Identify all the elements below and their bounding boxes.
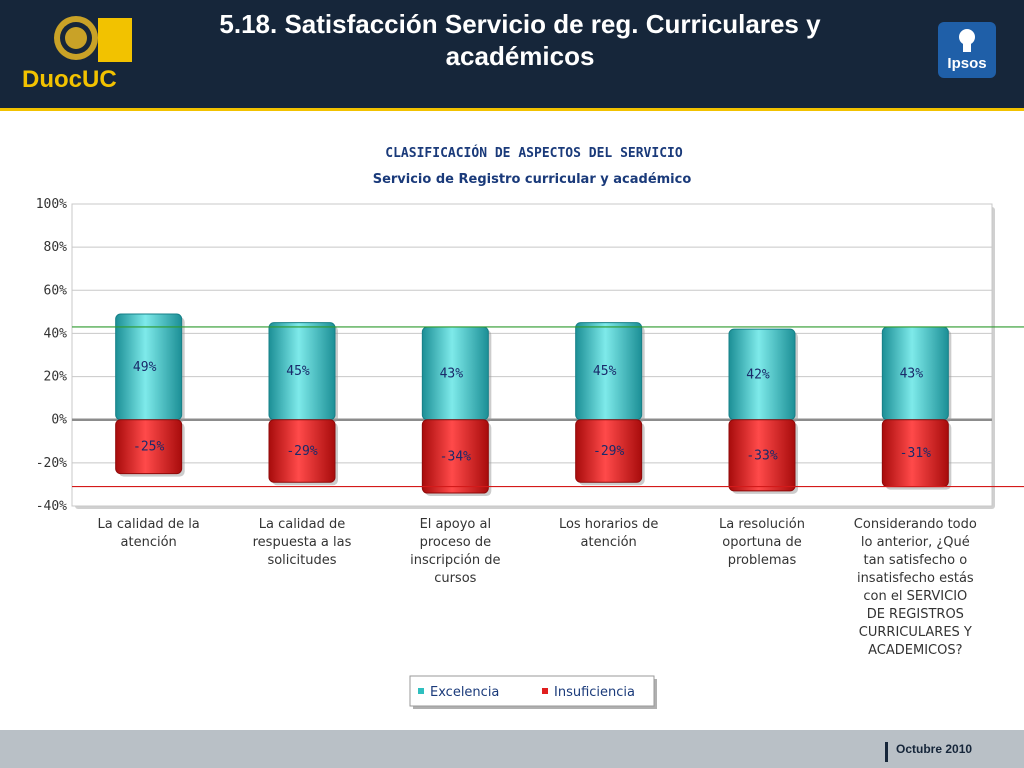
category-label-line: respuesta a las xyxy=(253,535,352,550)
category-label-line: ACADEMICOS? xyxy=(868,643,962,658)
insuficiencia-bar xyxy=(115,419,183,475)
category-label: La calidad de respuesta a las solicitudes xyxy=(253,517,352,568)
page-title-line-1: 5.18. Satisfacción Servicio de reg. Curr… xyxy=(219,9,821,39)
category-label-line: Los horarios de xyxy=(559,517,658,532)
insuficiencia-bar xyxy=(268,419,336,483)
insuficiencia-value-label: -34% xyxy=(440,449,471,464)
category-label-line: DE REGISTROS xyxy=(867,607,964,622)
category-label: La resolución oportuna de problemas xyxy=(719,517,805,568)
category-label: Considerando todo lo anterior, ¿Qué tan sa… xyxy=(854,517,977,658)
y-tick-label: 100% xyxy=(36,197,67,212)
category-label-line: atención xyxy=(581,535,637,550)
header-bar xyxy=(0,0,1024,108)
excelencia-value-label: 43% xyxy=(900,366,924,381)
duocuc-logo: DuocUC xyxy=(18,14,136,94)
ipsos-logo-text: Ipsos xyxy=(947,55,987,72)
insuficiencia-bar xyxy=(421,419,489,494)
insuficiencia-value-label: -29% xyxy=(286,444,317,459)
plot-area: -40% -20% 0% 20% 40% 60% 80% 100% 49% -25% La cali… xyxy=(36,197,1024,658)
ipsos-logo: Ipsos xyxy=(938,22,996,78)
satisfaction-bar-chart: CLASIFICACIÓN DE ASPECTOS DEL SERVICIO S… xyxy=(36,145,1024,709)
category-label-line: CURRICULARES Y xyxy=(859,625,972,640)
footer-divider xyxy=(885,742,888,762)
excelencia-value-label: 45% xyxy=(286,364,310,379)
category-label-line: problemas xyxy=(728,553,797,568)
category-label: Los horarios de atención xyxy=(559,517,658,550)
category-label: La calidad de la atención xyxy=(98,517,200,550)
y-tick-label: 40% xyxy=(44,326,68,341)
category-label-line: La calidad de xyxy=(259,517,346,532)
category-label-line: solicitudes xyxy=(267,553,336,568)
category-label-line: Considerando todo xyxy=(854,517,977,532)
category-label-line: lo anterior, ¿Qué xyxy=(861,535,970,550)
footer-date: Octubre 2010 xyxy=(896,742,973,756)
chart-legend: Excelencia Insuficiencia xyxy=(409,675,657,709)
legend-swatch xyxy=(542,688,548,694)
insuficiencia-bar xyxy=(575,419,643,483)
category-label-line: inscripción de xyxy=(410,553,500,568)
category-label-line: proceso de xyxy=(420,535,492,550)
excelencia-value-label: 42% xyxy=(746,367,770,382)
insuficiencia-value-label: -33% xyxy=(746,448,777,463)
y-tick-label: -40% xyxy=(36,499,67,514)
ipsos-head-icon xyxy=(959,29,975,52)
chart-subtitle: Servicio de Registro curricular y académ… xyxy=(373,172,692,187)
category-label-line: oportuna de xyxy=(722,535,801,550)
excelencia-value-label: 43% xyxy=(440,366,464,381)
category-label-line: La resolución xyxy=(719,517,805,532)
category-label-line: con el SERVICIO xyxy=(863,589,967,604)
y-tick-label: 20% xyxy=(44,370,68,385)
y-tick-label: 80% xyxy=(44,240,68,255)
header-accent-line xyxy=(0,108,1024,111)
chart-title: CLASIFICACIÓN DE ASPECTOS DEL SERVICIO xyxy=(385,145,683,161)
excelencia-value-label: 49% xyxy=(133,360,157,375)
legend-label: Excelencia xyxy=(430,685,499,700)
legend-swatch xyxy=(418,688,424,694)
page-title-line-2: académicos xyxy=(445,41,595,71)
category-label-line: tan satisfecho o xyxy=(863,553,967,568)
page-title: 5.18. Satisfacción Servicio de reg. Curr… xyxy=(160,8,880,72)
y-tick-label: 0% xyxy=(51,413,67,428)
insuficiencia-value-label: -29% xyxy=(593,444,624,459)
insuficiencia-value-label: -31% xyxy=(900,446,931,461)
plot-background xyxy=(71,203,993,507)
footer-bar xyxy=(0,730,1024,768)
category-label-line: cursos xyxy=(434,571,476,586)
y-tick-label: -20% xyxy=(36,456,67,471)
legend-label: Insuficiencia xyxy=(554,685,635,700)
category-label-line: La calidad de la xyxy=(98,517,200,532)
insuficiencia-value-label: -25% xyxy=(133,440,164,455)
header-divider xyxy=(0,111,1024,114)
duocuc-logo-text: DuocUC xyxy=(22,66,117,93)
category-label-line: El apoyo al xyxy=(420,517,492,532)
excelencia-value-label: 45% xyxy=(593,364,617,379)
category-label-line: atención xyxy=(121,535,177,550)
insuficiencia-bar xyxy=(728,419,796,492)
y-tick-label: 60% xyxy=(44,283,68,298)
category-label: El apoyo al proceso de inscripción de curso… xyxy=(410,517,500,586)
legend-box xyxy=(409,675,655,707)
category-label-line: insatisfecho estás xyxy=(857,571,974,586)
